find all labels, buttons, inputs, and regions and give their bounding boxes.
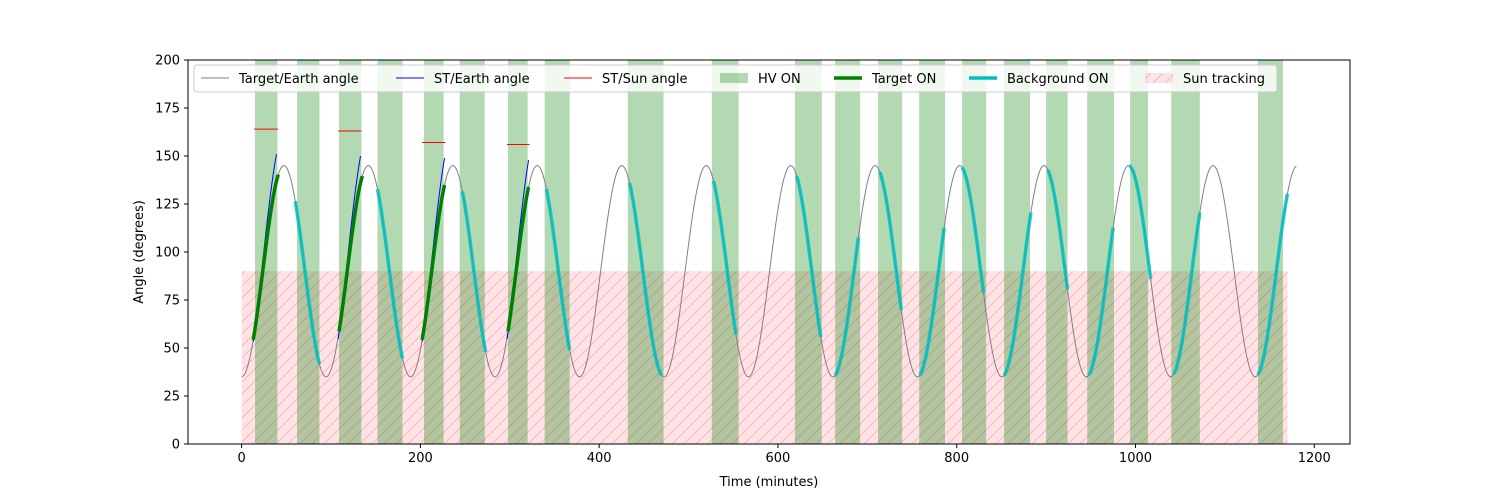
x-tick-label: 200 [408, 451, 433, 466]
background-on-segment [833, 237, 861, 377]
y-tick-label: 125 [155, 198, 180, 213]
legend-label: Target ON [871, 72, 936, 87]
legend-item: Target ON [834, 72, 936, 87]
legend-label: ST/Sun angle [602, 72, 688, 87]
background-on-segment [960, 166, 986, 294]
y-tick-label: 50 [163, 342, 180, 357]
background-on-segment [627, 182, 664, 377]
background-on-segment [1256, 193, 1290, 376]
y-tick-label: 0 [172, 438, 180, 453]
x-tick-label: 1200 [1298, 451, 1331, 466]
target-on-segment [251, 174, 280, 341]
legend-item: Target/Earth angle [201, 72, 359, 87]
legend-frame [193, 64, 1278, 93]
target-on-segment [420, 184, 447, 341]
legend-swatch [720, 73, 748, 83]
sun-tracking-hatch [241, 271, 1288, 444]
background-on-segment [1087, 227, 1115, 376]
hv-on-span [377, 60, 403, 444]
hv-on-span [878, 60, 903, 444]
legend-item: HV ON [720, 72, 801, 87]
target-on-segment [337, 175, 364, 332]
target-on-layer [251, 174, 531, 341]
y-tick-label: 175 [155, 102, 180, 117]
background-on-segment [711, 180, 738, 335]
target-earth-line [241, 165, 1297, 378]
x-tick-label: 1000 [1119, 451, 1152, 466]
background-on-segment [795, 175, 823, 338]
background-on-segment [293, 201, 322, 365]
background-on-segment [878, 171, 904, 311]
legend-item: Background ON [969, 72, 1109, 87]
background-on-segment [544, 188, 572, 351]
y-axis-label: Angle (degrees) [132, 200, 147, 304]
background-on-layer [293, 164, 1290, 377]
legend-label: Target/Earth angle [238, 72, 359, 87]
target-earth-layer [241, 165, 1297, 378]
x-axis: 0 200 400 600 800 1000 1200 [237, 444, 1331, 466]
background-on-segment [460, 191, 488, 353]
legend-item: Sun tracking [1145, 72, 1265, 87]
legend-swatch-hatch [1145, 73, 1173, 83]
background-on-segment [1128, 164, 1153, 280]
legend-label: Sun tracking [1183, 72, 1265, 87]
y-tick-label: 100 [155, 246, 180, 261]
y-tick-label: 150 [155, 150, 180, 165]
legend-item: ST/Sun angle [564, 72, 688, 87]
legend-label: ST/Earth angle [434, 72, 530, 87]
hv-on-span [297, 60, 320, 444]
background-on-segment [1002, 212, 1033, 377]
legend-label: Background ON [1007, 72, 1109, 87]
y-tick-label: 25 [163, 390, 180, 405]
y-tick-label: 75 [163, 294, 180, 309]
hv-on-span [1046, 60, 1068, 444]
legend-label: HV ON [758, 72, 801, 87]
legend-item: ST/Earth angle [396, 72, 530, 87]
legend: Target/Earth angle ST/Earth angle ST/Sun a… [193, 64, 1278, 93]
x-tick-label: 400 [587, 451, 612, 466]
x-axis-label: Time (minutes) [719, 475, 819, 490]
x-tick-label: 800 [944, 451, 969, 466]
sun-tracking-layer [241, 271, 1288, 444]
y-axis: 0 25 50 75 100 125 150 175 200 [155, 54, 188, 453]
st-sun-layer [254, 128, 530, 145]
x-tick-label: 0 [237, 451, 245, 466]
background-on-segment [918, 227, 946, 376]
y-tick-label: 200 [155, 54, 180, 69]
background-on-segment [1172, 212, 1202, 375]
target-on-segment [506, 186, 531, 332]
background-on-segment [1046, 169, 1070, 290]
background-on-segment [375, 188, 405, 359]
hv-on-span [627, 60, 664, 444]
hv-on-span [1130, 60, 1148, 444]
hv-on-span [962, 60, 987, 444]
x-tick-label: 600 [766, 451, 791, 466]
